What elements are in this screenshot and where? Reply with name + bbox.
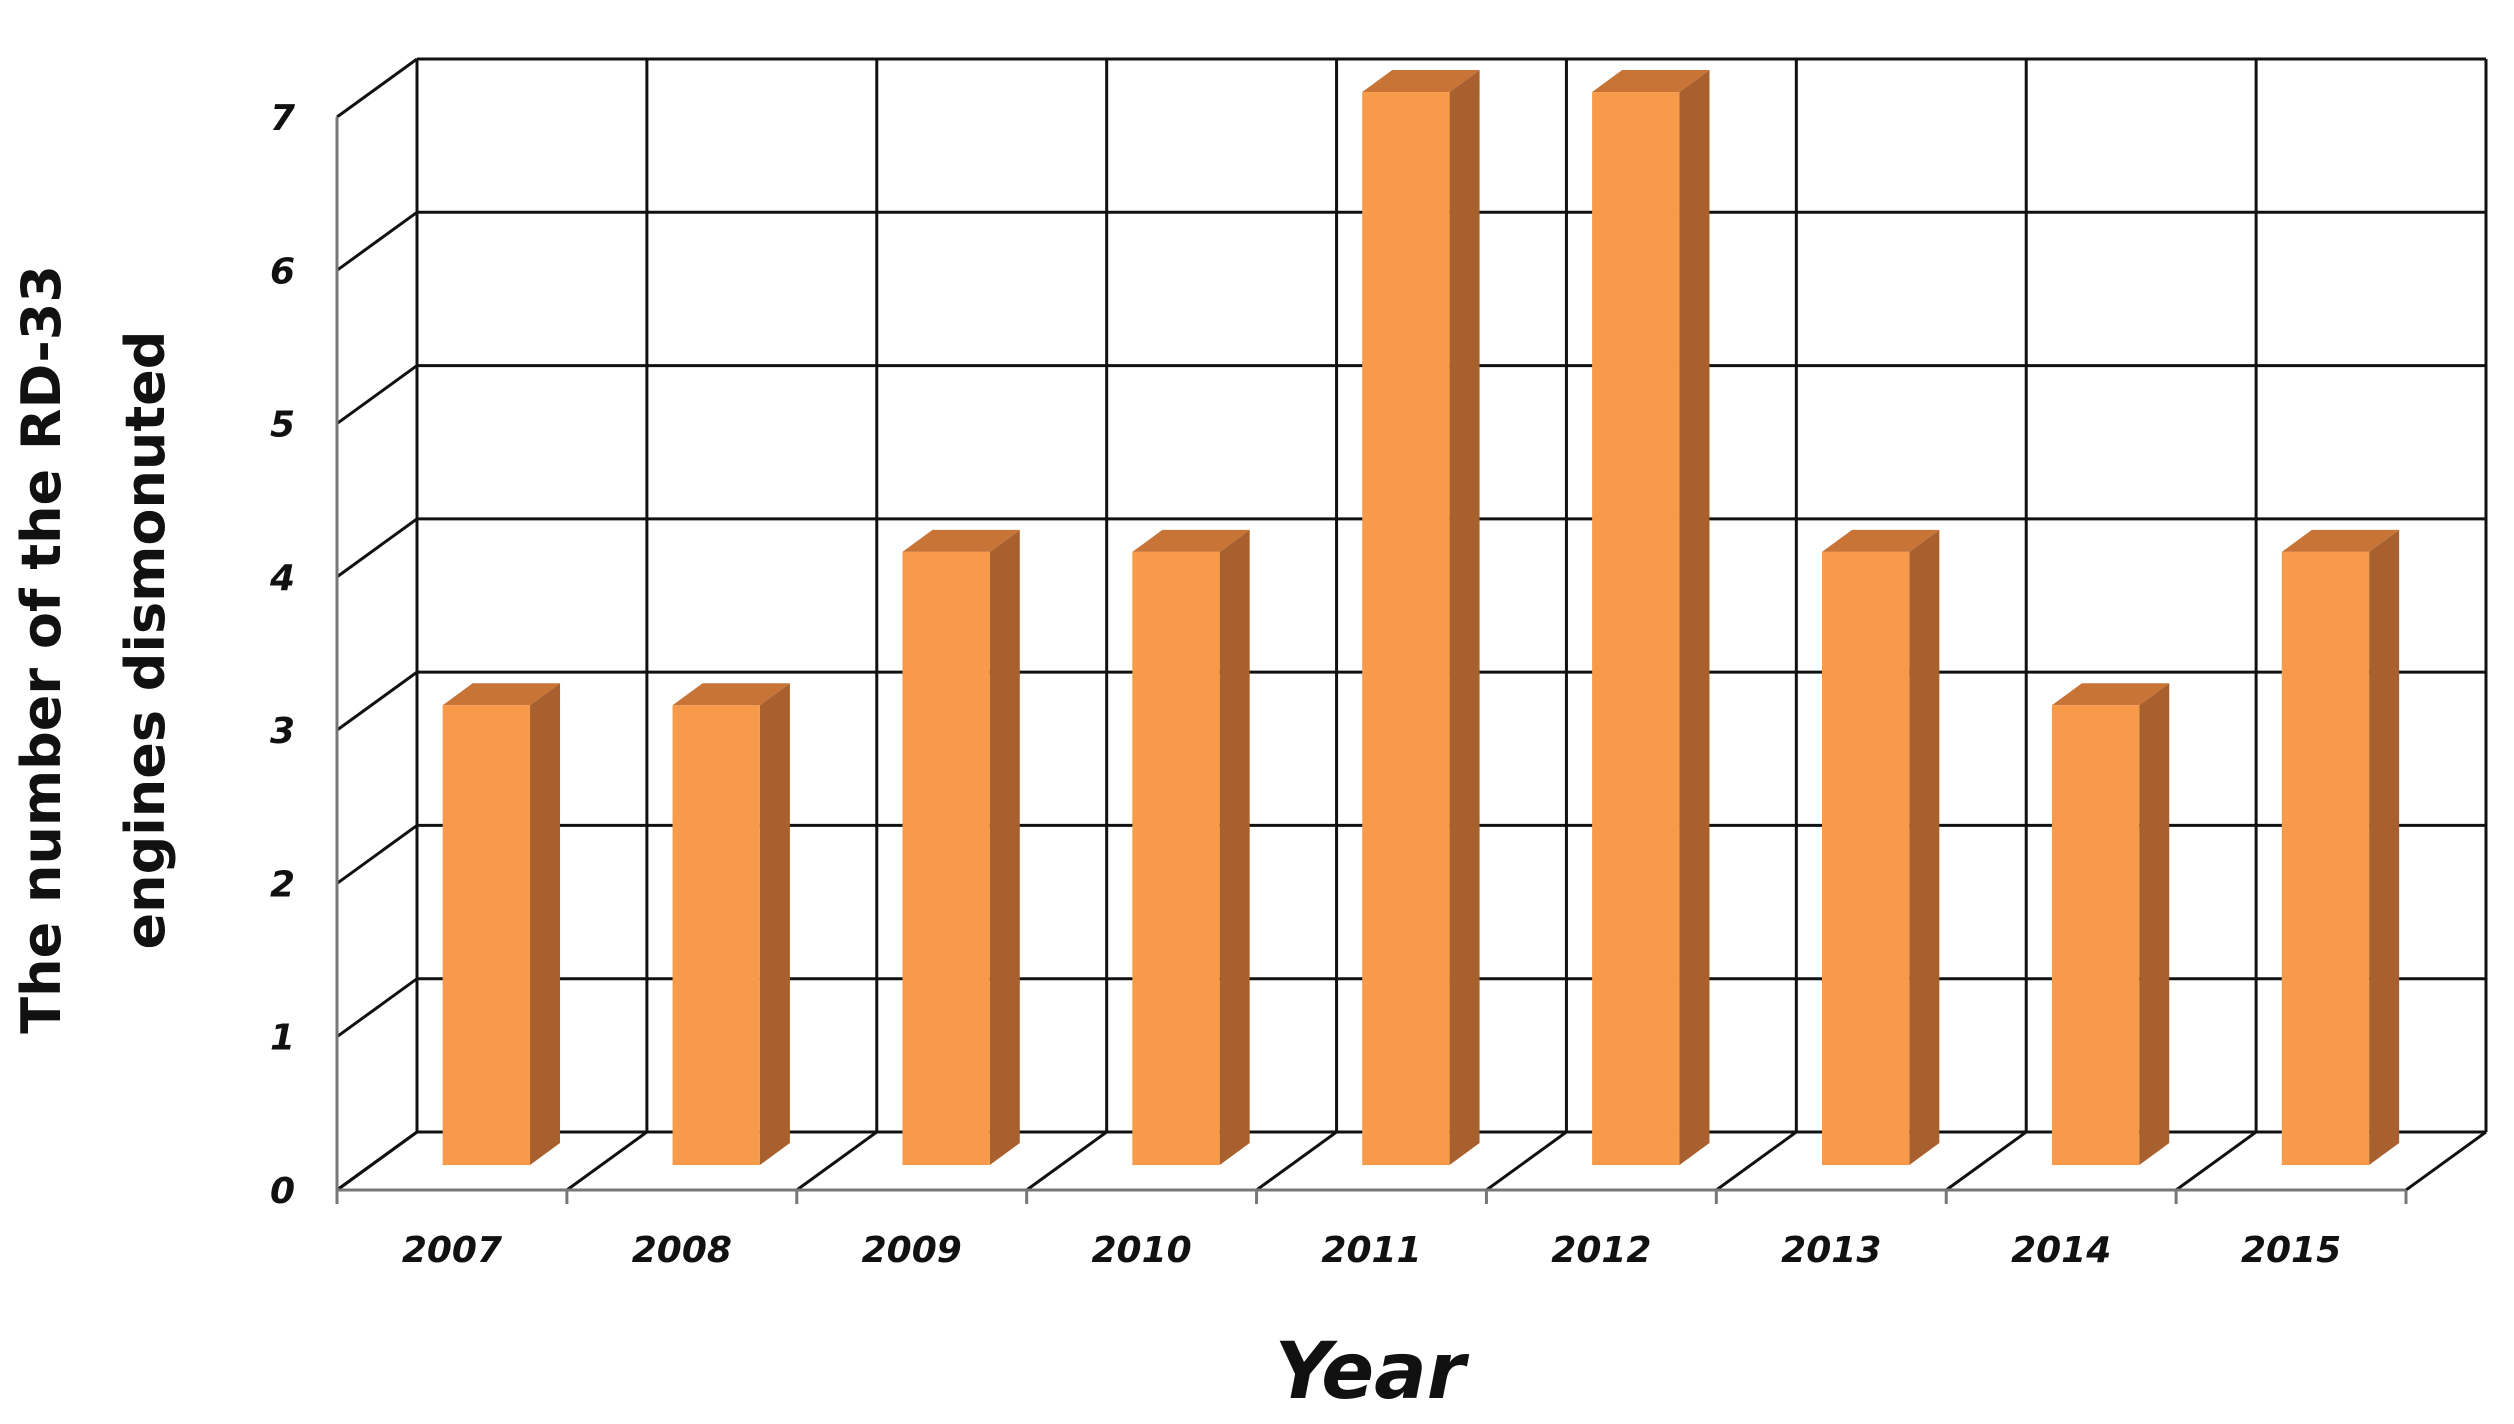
bar-front-face — [672, 705, 760, 1166]
x-tick-label: 2007 — [402, 1230, 502, 1271]
grid-line-wall — [336, 57, 418, 119]
floor-divider — [1715, 1130, 1798, 1192]
grid-line-wall — [336, 211, 418, 272]
x-tick-label: 2010 — [1092, 1230, 1192, 1271]
x-tick-label: 2013 — [1781, 1230, 1881, 1271]
bar-2010 — [1132, 529, 1250, 1166]
y-tick-label: 7 — [270, 98, 295, 139]
floor-divider — [1485, 1130, 1568, 1192]
floor-divider — [2405, 1130, 2487, 1192]
floor-divider — [1945, 1130, 2028, 1192]
bar-top-face — [1132, 529, 1250, 552]
grid-line-wall — [336, 517, 418, 579]
x-tick-label: 2014 — [2011, 1230, 2111, 1271]
bar-side-face — [989, 529, 1020, 1166]
bar-front-face — [902, 551, 990, 1166]
floor-divider — [795, 1130, 878, 1192]
bar-top-face — [672, 683, 790, 706]
bar-2007 — [442, 683, 561, 1166]
floor-divider — [1255, 1130, 1338, 1192]
bar-side-face — [759, 683, 790, 1166]
bar-2013 — [1821, 529, 1940, 1166]
floor-divider — [336, 1130, 418, 1192]
bar-front-face — [1362, 92, 1450, 1166]
x-axis-label: Year — [1275, 1327, 1470, 1417]
y-axis-label: The number of the RD-33 engines dismonut… — [10, 246, 177, 1033]
x-tick-label: 2012 — [1551, 1230, 1651, 1271]
bar-top-face — [2051, 683, 2170, 706]
floor-divider — [2175, 1130, 2257, 1192]
y-axis-label-line-1: The number of the RD-33 — [10, 265, 73, 1034]
y-tick-label: 0 — [270, 1171, 295, 1212]
y-axis-ticks: 0 1 2 3 4 5 6 7 — [269, 98, 295, 1212]
bar-2009 — [902, 529, 1020, 1166]
y-tick-label: 4 — [269, 558, 295, 599]
grid-line-wall — [336, 977, 418, 1038]
bar-2011 — [1362, 70, 1480, 1166]
bar-front-face — [1132, 551, 1220, 1166]
y-tick-label: 2 — [270, 864, 295, 905]
bar-side-face — [1679, 70, 1710, 1166]
grid-line-wall — [336, 670, 418, 732]
bar-top-face — [1362, 70, 1480, 93]
chart-grid — [335, 57, 2488, 1204]
y-tick-label: 3 — [270, 711, 295, 752]
bar-front-face — [442, 705, 531, 1166]
bar-top-face — [442, 683, 561, 706]
bar-2008 — [672, 683, 790, 1166]
bar-front-face — [2051, 705, 2140, 1166]
bar-side-face — [1449, 70, 1480, 1166]
x-tick-label: 2011 — [1321, 1230, 1421, 1271]
floor-divider — [1025, 1130, 1108, 1192]
bar-side-face — [1909, 529, 1940, 1166]
bar-top-face — [902, 529, 1020, 552]
bar-2015 — [2281, 529, 2400, 1166]
bar-side-face — [530, 683, 561, 1166]
x-tick-label: 2015 — [2241, 1230, 2341, 1271]
bar-top-face — [2281, 529, 2400, 552]
grid-line-wall — [336, 824, 418, 885]
bar-front-face — [1592, 92, 1680, 1166]
bar-top-face — [1592, 70, 1710, 93]
y-tick-label: 1 — [270, 1018, 295, 1059]
bar-2014 — [2051, 683, 2170, 1166]
bar-2012 — [1592, 70, 1710, 1166]
grid-line-wall — [336, 364, 418, 425]
bar-side-face — [2139, 683, 2170, 1166]
x-tick-label: 2009 — [862, 1230, 962, 1271]
chart-bars — [442, 70, 2400, 1166]
y-tick-label: 5 — [270, 405, 295, 446]
bar-top-face — [1821, 529, 1940, 552]
bar-front-face — [2281, 551, 2370, 1166]
y-axis-label-line-2: engines dismonuted — [114, 331, 177, 950]
x-tick-label: 2008 — [632, 1230, 732, 1271]
x-axis-ticks: 2007 2008 2009 2010 2011 2012 2013 2014 2015 — [402, 1230, 2341, 1271]
bar-side-face — [2369, 529, 2400, 1166]
bar-side-face — [1219, 529, 1250, 1166]
bar-front-face — [1821, 551, 1910, 1166]
y-tick-label: 6 — [270, 251, 295, 292]
floor-divider — [566, 1130, 648, 1192]
